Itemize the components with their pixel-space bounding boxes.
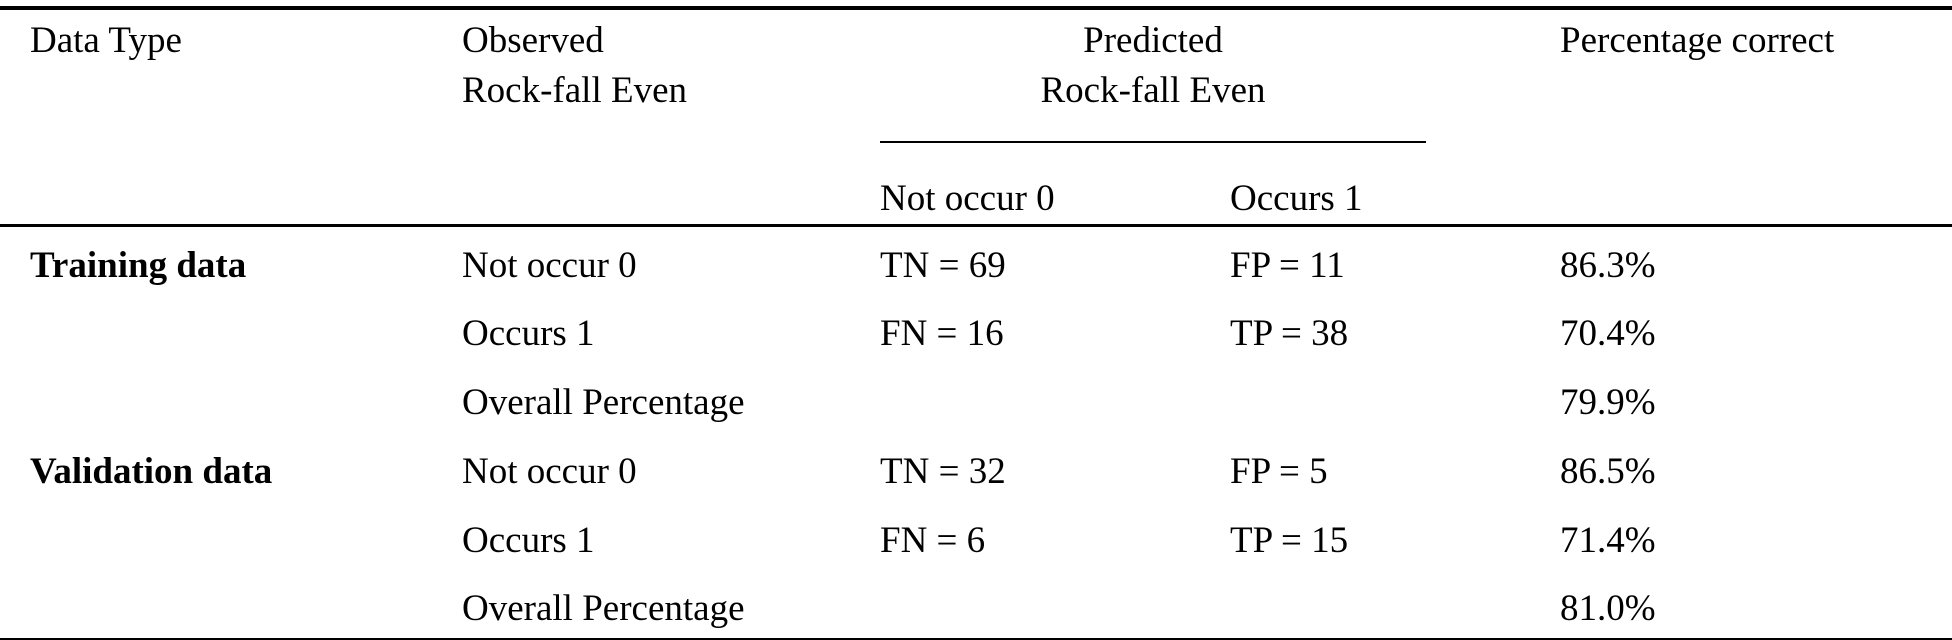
header-observed-line2: Rock-fall Even xyxy=(462,70,687,111)
header-row: Data Type Observed Rock-fall Even Predic… xyxy=(0,8,1952,227)
cell-predicted-not-occur: TN = 32 xyxy=(880,451,1006,492)
header-percentage-correct: Percentage correct xyxy=(1560,8,1952,227)
cell-observed: Not occur 0 xyxy=(462,244,637,286)
table-header: Data Type Observed Rock-fall Even Predic… xyxy=(0,8,1952,227)
cell-observed: Overall Percentage xyxy=(462,588,745,629)
table-row: Occurs 1 FN = 6 TP = 15 71.4% xyxy=(0,502,1952,571)
cell-percentage: 71.4% xyxy=(1560,520,1656,561)
cell-data-type: Validation data xyxy=(30,451,273,492)
table-row: Training data Not occur 0 TN = 69 FP = 1… xyxy=(0,226,1952,295)
table-row: Overall Percentage 81.0% xyxy=(0,571,1952,640)
cell-predicted-occurs: FP = 11 xyxy=(1230,244,1345,286)
header-data-type: Data Type xyxy=(0,8,462,227)
cell-predicted-not-occur: TN = 69 xyxy=(880,244,1006,286)
header-predicted-line2: Rock-fall Even xyxy=(1040,70,1266,111)
cell-predicted-occurs: FP = 5 xyxy=(1230,451,1328,492)
cell-observed: Overall Percentage xyxy=(462,382,745,423)
header-percentage-correct-label: Percentage correct xyxy=(1560,20,1835,61)
cell-percentage: 86.3% xyxy=(1560,244,1656,286)
cell-data-type xyxy=(0,502,462,571)
cell-data-type xyxy=(0,571,462,640)
cell-predicted-occurs xyxy=(1230,571,1560,640)
cell-predicted-not-occur: FN = 6 xyxy=(880,520,986,561)
confusion-matrix-table: Data Type Observed Rock-fall Even Predic… xyxy=(0,6,1952,640)
cell-data-type xyxy=(0,295,462,364)
cell-percentage: 86.5% xyxy=(1560,451,1656,492)
header-data-type-label: Data Type xyxy=(30,20,182,61)
cell-predicted-not-occur: FN = 16 xyxy=(880,313,1004,354)
cell-percentage: 79.9% xyxy=(1560,382,1656,423)
cell-percentage: 81.0% xyxy=(1560,588,1656,629)
cell-percentage: 70.4% xyxy=(1560,313,1656,354)
header-observed: Observed Rock-fall Even xyxy=(462,8,880,227)
subheader-occurs: Occurs 1 xyxy=(1230,178,1363,219)
table-row: Validation data Not occur 0 TN = 32 FP =… xyxy=(0,433,1952,502)
cell-observed: Occurs 1 xyxy=(462,520,595,561)
cell-predicted-occurs: TP = 38 xyxy=(1230,313,1349,354)
cell-observed: Occurs 1 xyxy=(462,313,595,354)
cell-data-type: Training data xyxy=(30,244,247,286)
table-body: Training data Not occur 0 TN = 69 FP = 1… xyxy=(0,226,1952,640)
subheader-not-occur: Not occur 0 xyxy=(880,178,1055,219)
header-predicted-group: Predicted Rock-fall Even Not occur 0 Occ… xyxy=(880,8,1560,227)
cell-predicted-not-occur xyxy=(880,364,1230,433)
header-predicted-line1: Predicted xyxy=(1083,20,1223,61)
cell-predicted-occurs xyxy=(1230,364,1560,433)
table-row: Occurs 1 FN = 16 TP = 38 70.4% xyxy=(0,295,1952,364)
table-row: Overall Percentage 79.9% xyxy=(0,364,1952,433)
cell-observed: Not occur 0 xyxy=(462,451,637,492)
cell-data-type xyxy=(0,364,462,433)
cell-predicted-not-occur xyxy=(880,571,1230,640)
cell-predicted-occurs: TP = 15 xyxy=(1230,520,1349,561)
header-observed-line1: Observed xyxy=(462,20,604,61)
predicted-subheader-row: Not occur 0 Occurs 1 xyxy=(880,174,1560,224)
header-predicted-title: Predicted Rock-fall Even xyxy=(880,16,1426,143)
